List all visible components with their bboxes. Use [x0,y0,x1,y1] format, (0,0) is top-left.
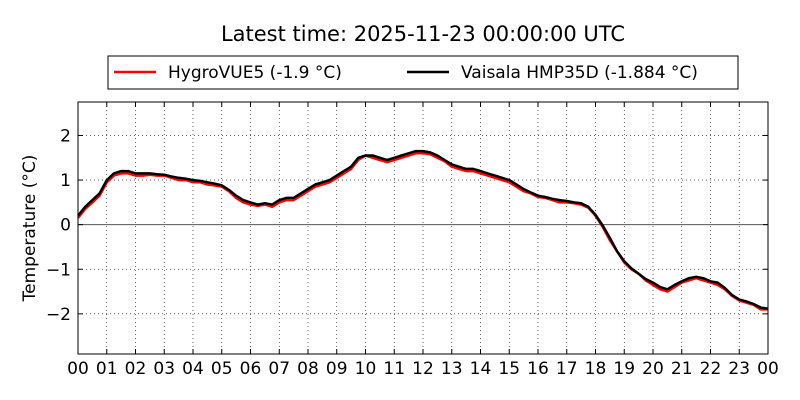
x-tick-label: 21 [671,359,693,379]
series-line-vaisala [77,149,769,310]
x-tick-label: 19 [613,359,635,379]
x-tick-label: 12 [412,359,434,379]
x-tick-label: 15 [498,359,520,379]
x-tick-label: 01 [96,359,118,379]
x-tick-label: 14 [470,359,492,379]
x-tick-label: 10 [355,359,377,379]
y-tick-label: 0 [60,216,71,236]
x-tick-label: 09 [326,359,348,379]
x-tick-label: 07 [268,359,290,379]
y-tick-label: 1 [60,171,71,191]
x-tick-label: 16 [527,359,549,379]
y-axis-label: Temperature (°C) [20,155,40,303]
y-tick-label: −2 [46,305,71,325]
x-tick-label: 22 [700,359,722,379]
y-tick-label: −1 [46,260,71,280]
x-tick-label: 08 [297,359,319,379]
x-axis: 00 01 02 03 04 05 06 07 08 09 10 11 12 13 14 15 16 17 18 19… [67,102,779,379]
x-tick-label: 13 [441,359,463,379]
x-tick-label: 05 [211,359,233,379]
x-tick-label: 00 [757,359,779,379]
x-tick-label: 18 [585,359,607,379]
y-axis: −2 −1 0 1 2 [46,126,768,325]
x-tick-label: 20 [642,359,664,379]
x-tick-label: 02 [125,359,147,379]
y-tick-label: 2 [60,126,71,146]
x-tick-label: 17 [556,359,578,379]
x-tick-label: 06 [240,359,262,379]
plot-area [77,101,769,355]
x-tick-label: 03 [153,359,175,379]
x-tick-label: 04 [182,359,204,379]
series-line-hygrovue5 [77,152,768,311]
x-tick-label: 23 [728,359,750,379]
legend: HygroVUE5 (-1.9 °C) Vaisala HMP35D (-1.8… [107,55,739,90]
legend-label-hygrovue5: HygroVUE5 (-1.9 °C) [168,63,342,83]
x-tick-label: 00 [67,359,89,379]
chart-title: Latest time: 2025-11-23 00:00:00 UTC [221,22,625,46]
x-tick-label: 11 [383,359,405,379]
legend-label-vaisala: Vaisala HMP35D (-1.884 °C) [461,63,698,83]
plot-background [78,102,768,354]
